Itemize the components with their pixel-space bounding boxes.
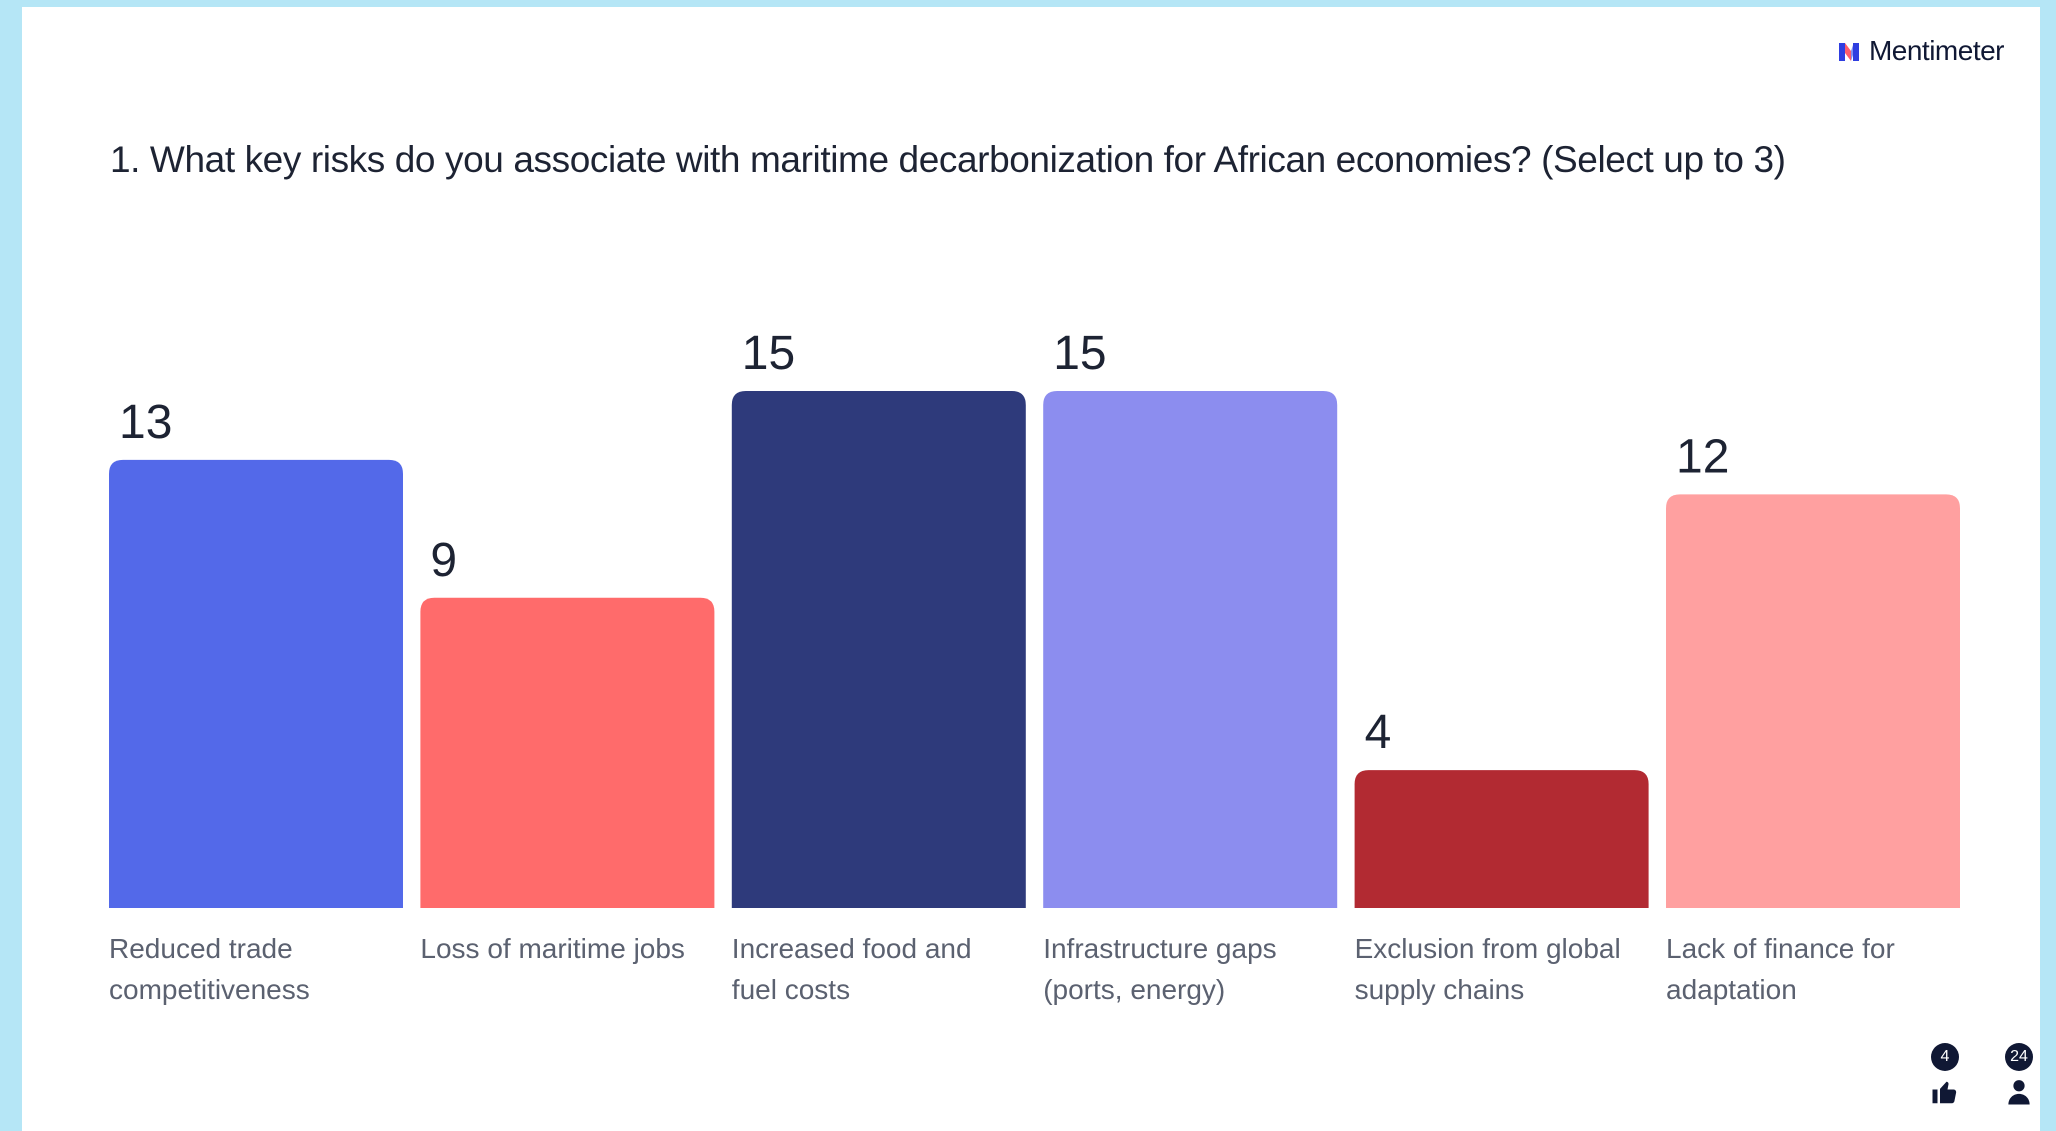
category-label-line: Infrastructure gaps: [1043, 933, 1277, 964]
bar: [731, 391, 1026, 908]
bar-value-label: 13: [119, 396, 172, 449]
person-icon: [2008, 1080, 2030, 1105]
category-label-line: Lack of finance for: [1666, 933, 1895, 964]
category-label-line: Exclusion from global: [1354, 933, 1621, 964]
category-label: Increased food and fuel costs: [732, 928, 1022, 1010]
participants-indicator[interactable]: 24: [2004, 1043, 2034, 1107]
category-label-line: (ports, energy): [1043, 974, 1226, 1005]
reactions-count-badge: 4: [1931, 1043, 1959, 1071]
category-label-line: Reduced trade: [109, 933, 293, 964]
reactions-button[interactable]: 4: [1930, 1043, 1960, 1107]
category-label: Exclusion from global supply chains: [1355, 928, 1645, 1010]
bar-value-label: 4: [1365, 706, 1392, 759]
bar-value-label: 9: [430, 534, 457, 587]
category-label: Infrastructure gaps (ports, energy): [1043, 928, 1333, 1010]
category-label-line: adaptation: [1666, 974, 1797, 1005]
brand: Mentimeter: [1837, 35, 2005, 67]
category-label-line: Increased food and: [731, 933, 972, 964]
mentimeter-logo-icon: [1838, 43, 1859, 61]
category-label: Lack of finance for adaptation: [1666, 928, 1956, 1010]
category-label-line: competitiveness: [109, 974, 310, 1005]
question-title: 1. What key risks do you associate with …: [110, 139, 1786, 180]
bar-value-label: 12: [1676, 430, 1729, 483]
thumbs-up-icon: [1932, 1081, 1957, 1104]
bar: [109, 459, 403, 908]
bar-value-label: 15: [1053, 327, 1106, 380]
bar: [1354, 770, 1649, 908]
category-label-line: Loss of maritime jobs: [420, 933, 685, 964]
category-label: Loss of maritime jobs: [420, 928, 710, 969]
participants-count-badge: 24: [2005, 1043, 2033, 1071]
bar: [1666, 494, 1960, 908]
bar: [1043, 391, 1338, 908]
category-label: Reduced trade competitiveness: [109, 928, 399, 1010]
category-label-line: fuel costs: [731, 974, 851, 1005]
bar: [420, 597, 715, 908]
bar-value-label: 15: [742, 327, 795, 380]
brand-name: Mentimeter: [1868, 35, 2005, 66]
footer-icons: 4 24: [1930, 1043, 2034, 1107]
category-label-line: supply chains: [1354, 974, 1525, 1005]
